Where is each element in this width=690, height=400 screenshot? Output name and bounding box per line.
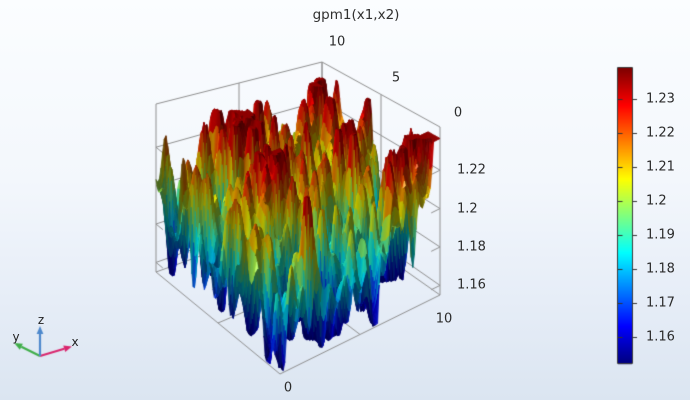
z-axis-tick-label: 1.18	[457, 239, 486, 255]
x2-axis-tick-label: 10	[328, 34, 346, 50]
z-axis-tick-label: 1.16	[457, 277, 486, 293]
colorbar-tick-label: 1.16	[646, 329, 675, 345]
colorbar-tick-label: 1.2	[646, 193, 667, 209]
triad-x-label: x	[71, 335, 79, 349]
plot-title: gpm1(x1,x2)	[312, 7, 400, 23]
x1-axis-tick-label: 10	[435, 311, 453, 327]
triad-z-label: z	[37, 313, 45, 327]
colorbar-tick-label: 1.17	[646, 295, 675, 311]
x1-axis-tick-label: 0	[283, 380, 293, 396]
z-axis-tick-label: 1.2	[457, 201, 478, 217]
triad-y-label: y	[12, 330, 20, 344]
colorbar-tick-label: 1.23	[646, 91, 675, 107]
x2-axis-tick-label: 0	[453, 105, 463, 121]
x2-axis-tick-label: 5	[391, 70, 401, 86]
colorbar-tick-label: 1.21	[646, 159, 675, 175]
colorbar-tick-label: 1.18	[646, 261, 675, 277]
z-axis-tick-label: 1.22	[457, 162, 486, 178]
colorbar-tick-label: 1.22	[646, 125, 675, 141]
colorbar-tick-label: 1.19	[646, 227, 675, 243]
